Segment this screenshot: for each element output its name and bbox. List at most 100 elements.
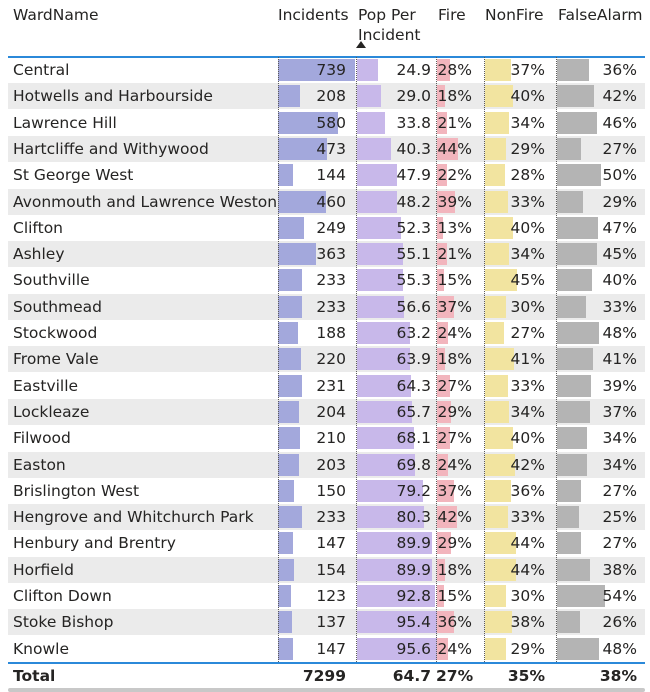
incidents-value: 123 (316, 587, 346, 605)
incidents-value: 208 (316, 87, 346, 106)
data-bar (485, 637, 506, 660)
data-bar (557, 479, 581, 502)
header-fire[interactable]: Fire (438, 6, 466, 24)
total-row: Total 7299 64.7 27% 35% 38% (8, 663, 645, 689)
table-row[interactable]: Hotwells and Harbourside 208 29.0 18% 40% 42% (8, 83, 645, 110)
table-row[interactable]: Stoke Bishop 137 95.4 36% 38% 26% (8, 609, 645, 636)
fire-value: 37% (437, 481, 472, 500)
data-bar (437, 85, 446, 108)
table-row[interactable]: Hartcliffe and Withywood 473 40.3 44% 29% 27% (8, 135, 645, 162)
table-row[interactable]: Southville 233 55.3 15% 45% 40% (8, 267, 645, 293)
falsealarm-value: 27% (602, 534, 637, 553)
data-bar (557, 164, 601, 187)
sort-ascending-icon[interactable] (356, 41, 366, 48)
data-bar (485, 453, 515, 476)
data-bar (437, 374, 450, 397)
ward-name: Lawrence Hill (13, 113, 117, 132)
data-bar (437, 269, 445, 292)
table-row[interactable]: Ashley 363 55.1 21% 34% 45% (8, 241, 645, 268)
table-row[interactable]: Central 739 24.9 28% 37% 36% (8, 57, 645, 83)
data-bar (485, 427, 514, 450)
data-bar (278, 637, 294, 660)
data-bar (437, 59, 451, 81)
fire-value: 29% (437, 402, 472, 421)
data-bar (357, 137, 391, 160)
data-bar (437, 585, 445, 607)
data-bar (357, 558, 433, 581)
pop-per-incident-value: 69.8 (396, 455, 431, 474)
pop-per-incident-value: 63.2 (396, 324, 431, 342)
data-bar (485, 506, 509, 529)
header-wardname[interactable]: WardName (13, 6, 99, 24)
header-pop-per-incident-line2[interactable]: Incident (358, 26, 421, 44)
fire-value: 22% (437, 166, 472, 185)
table-row[interactable]: Stockwood 188 63.2 24% 27% 48% (8, 320, 645, 346)
data-bar (437, 348, 446, 371)
pop-per-incident-value: 24.9 (396, 61, 431, 79)
incidents-value: 147 (316, 534, 346, 553)
table-row[interactable]: Lawrence Hill 580 33.8 21% 34% 46% (8, 110, 645, 136)
incidents-value: 204 (316, 402, 346, 421)
pop-per-incident-value: 89.9 (396, 534, 431, 553)
incidents-value: 739 (316, 61, 346, 79)
falsealarm-value: 39% (602, 376, 637, 395)
total-separator (8, 662, 645, 664)
table-row[interactable]: Horfield 154 89.9 18% 44% 38% (8, 556, 645, 583)
ward-name: Easton (13, 455, 66, 474)
falsealarm-value: 25% (602, 508, 637, 527)
table-row[interactable]: Southmead 233 56.6 37% 30% 33% (8, 293, 645, 320)
table-row[interactable]: Lockleaze 204 65.7 29% 34% 37% (8, 398, 645, 425)
pop-per-incident-value: 40.3 (396, 139, 431, 158)
nonfire-value: 30% (510, 587, 545, 605)
table-row[interactable]: St George West 144 47.9 22% 28% 50% (8, 162, 645, 188)
table-row[interactable]: Knowle 147 95.6 24% 29% 48% (8, 636, 645, 662)
data-bar (557, 269, 593, 292)
table-row[interactable]: Clifton 249 52.3 13% 40% 47% (8, 215, 645, 241)
table-row[interactable]: Filwood 210 68.1 27% 40% 34% (8, 425, 645, 451)
fire-value: 18% (437, 350, 472, 369)
table-row[interactable]: Eastville 231 64.3 27% 33% 39% (8, 373, 645, 399)
data-bar (557, 585, 605, 607)
pop-per-incident-value: 68.1 (396, 429, 431, 448)
data-bar (278, 532, 294, 555)
data-bar (357, 348, 411, 371)
header-incidents[interactable]: Incidents (278, 6, 349, 24)
ward-name: Hotwells and Harbourside (13, 87, 213, 106)
nonfire-value: 29% (510, 139, 545, 158)
fire-value: 27% (437, 429, 472, 448)
incidents-value: 233 (316, 297, 346, 316)
pop-per-incident-value: 95.6 (396, 639, 431, 658)
pop-per-incident-value: 95.4 (396, 613, 431, 632)
table-row[interactable]: Hengrove and Whitchurch Park 233 80.3 42% 33… (8, 504, 645, 531)
data-bar (357, 427, 414, 450)
pop-per-incident-value: 52.3 (396, 218, 431, 237)
incidents-value: 203 (316, 455, 346, 474)
data-bar (278, 137, 328, 160)
data-bar (437, 506, 457, 529)
incidents-value: 150 (316, 481, 346, 500)
table-row[interactable]: Brislington West 150 79.2 37% 36% 27% (8, 478, 645, 504)
horizontal-scrollbar[interactable] (8, 688, 645, 692)
table-row[interactable]: Henbury and Brentry 147 89.9 29% 44% 27% (8, 530, 645, 556)
data-bar (485, 479, 511, 502)
data-bar (485, 164, 505, 187)
pop-per-incident-value: 55.1 (396, 245, 431, 264)
nonfire-value: 42% (510, 455, 545, 474)
table-row[interactable]: Avonmouth and Lawrence Weston 460 48.2 39% 3… (8, 188, 645, 215)
header-falsealarm[interactable]: FalseAlarm (558, 6, 643, 24)
total-incidents: 7299 (302, 667, 346, 685)
ward-name: Frome Vale (13, 350, 99, 369)
data-bar (437, 453, 449, 476)
table-row[interactable]: Easton 203 69.8 24% 42% 34% (8, 451, 645, 478)
data-bar (278, 374, 303, 397)
pop-per-incident-value: 79.2 (396, 481, 431, 500)
header-nonfire[interactable]: NonFire (485, 6, 544, 24)
ward-name: Central (13, 61, 70, 79)
data-bar (437, 479, 455, 502)
table-row[interactable]: Clifton Down 123 92.8 15% 30% 54% (8, 583, 645, 609)
data-bar (357, 269, 404, 292)
table-row[interactable]: Frome Vale 220 63.9 18% 41% 41% (8, 346, 645, 373)
data-bar (485, 322, 505, 344)
data-bar (278, 611, 293, 634)
header-pop-per-incident-line1[interactable]: Pop Per (358, 6, 416, 24)
